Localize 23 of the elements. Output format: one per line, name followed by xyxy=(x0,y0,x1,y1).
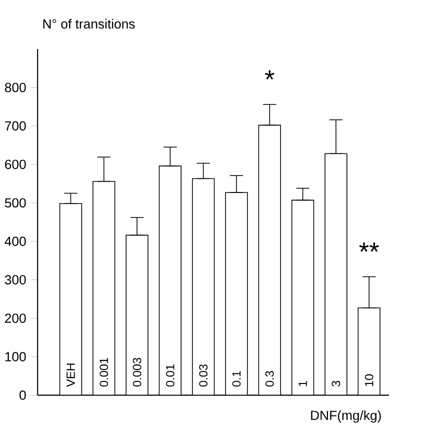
y-tick-label: 400 xyxy=(4,236,26,246)
y-tick-label: 100 xyxy=(5,352,26,362)
x-tick-label: 1 xyxy=(298,380,307,386)
y-tick-label: 300 xyxy=(4,275,26,284)
x-tick-label: 0.3 xyxy=(265,371,274,387)
x-tick-label: VEH xyxy=(66,364,75,387)
y-tick-label: 800 xyxy=(4,82,26,92)
x-tick-label: 0.1 xyxy=(232,371,240,387)
y-tick-label: 500 xyxy=(4,198,26,208)
x-tick-label: 0.001 xyxy=(99,358,108,387)
x-tick-label: 0.003 xyxy=(132,358,142,387)
y-tick-label: 600 xyxy=(4,160,26,170)
x-axis-title: DNF(mg/kg) xyxy=(310,410,381,423)
annotation: ** xyxy=(359,242,379,252)
y-tick-label: 700 xyxy=(4,121,26,131)
x-tick-label: 0.03 xyxy=(198,364,208,387)
x-tick-label: 0.01 xyxy=(166,364,174,387)
y-tick-label: 200 xyxy=(4,314,26,323)
x-tick-label: 3 xyxy=(332,380,340,387)
y-tick-label: 0 xyxy=(19,390,26,400)
y-axis-title: N° of transitions xyxy=(43,18,135,29)
x-tick-label: 10 xyxy=(364,374,374,386)
annotation: * xyxy=(264,70,274,80)
